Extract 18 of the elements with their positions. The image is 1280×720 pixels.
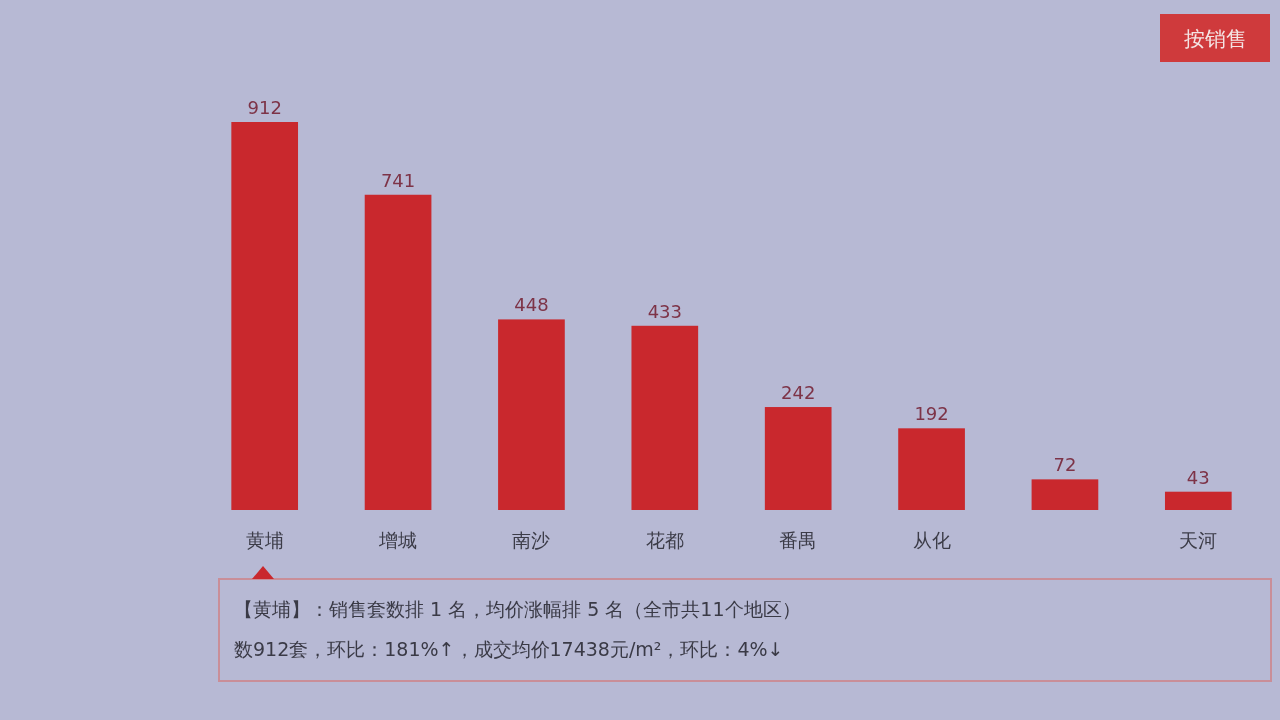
x-tick-label: 番禺: [779, 529, 818, 551]
data-label: 741: [380, 169, 416, 191]
data-label: 192: [914, 403, 949, 425]
text: 【黄埔】：销售套数排 1 名，均价涨幅排 5 名（全市共11个地区）: [234, 598, 801, 620]
x-tick-label: 花都: [645, 529, 684, 551]
x-tick-label: 南沙: [512, 529, 551, 551]
data-label: 242: [781, 382, 816, 404]
data-label: 43: [1186, 466, 1210, 488]
data-label: 912: [247, 97, 282, 118]
x-tick-label: 增城: [378, 529, 418, 551]
x-tick-label: 从化: [912, 529, 951, 551]
data-label: 433: [647, 300, 682, 322]
data-label: 72: [1053, 454, 1077, 476]
x-tick-label: 黄埔: [245, 529, 284, 551]
x-tick-label: 天河: [1179, 529, 1218, 551]
button: 按销售: [1160, 14, 1270, 62]
text: 数912套，环比：181%↑，成交均价17438元/m²，环比：4%↓: [234, 638, 784, 660]
data-label: 448: [514, 294, 549, 316]
